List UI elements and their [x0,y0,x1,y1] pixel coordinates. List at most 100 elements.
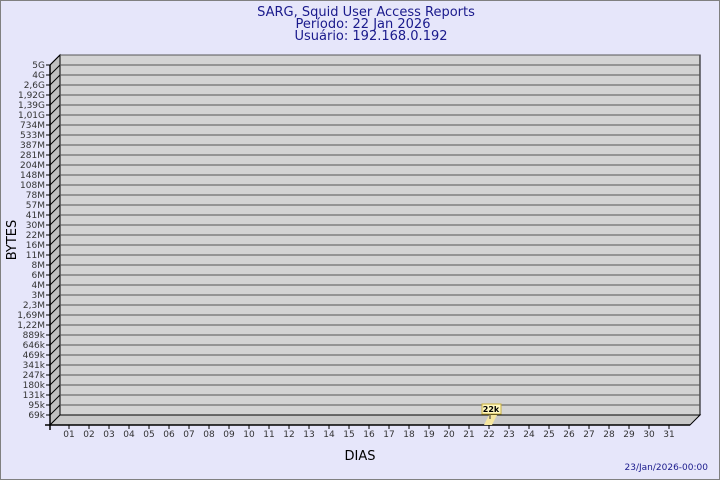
grid-side-line [49,124,61,136]
grid-side-line [49,134,61,146]
y-tick-label: 2,3M [23,301,45,311]
y-tick-label: 2,6G [24,81,45,91]
x-tick-label: 10 [243,430,255,440]
x-tick-label: 12 [283,430,294,440]
grid-side-line [49,384,61,396]
y-tick-label: 57M [26,201,45,211]
y-tick-label: 69k [28,411,45,421]
y-tick-label: 247k [23,371,46,381]
grid-side-line [49,54,61,66]
grid-side-line [49,104,61,116]
y-tick-label: 1,39G [18,101,45,111]
y-tick-label: 78M [26,191,45,201]
x-tick-label: 29 [623,430,635,440]
x-tick-label: 22 [483,430,494,440]
x-axis-label: DIAS [345,449,376,464]
grid-side-line [49,144,61,156]
y-tick-label: 646k [23,341,46,351]
user-label: Usuário: 192.168.0.192 [294,29,447,44]
grid-side-line [49,234,61,246]
x-tick-label: 31 [663,430,674,440]
x-tick-label: 02 [83,430,94,440]
grid-side-line [49,334,61,346]
chart-title: SARG, Squid User Access Reports [257,5,475,20]
x-tick-label: 09 [223,430,235,440]
grid-side-line [49,254,61,266]
y-tick-label: 1,69M [17,311,45,321]
y-axis-label: BYTES [5,220,20,261]
x-tick-label: 11 [263,430,274,440]
y-tick-label: 6M [32,271,46,281]
y-tick-label: 4M [32,281,46,291]
grid-side-line [49,74,61,86]
x-tick-label: 08 [203,430,215,440]
x-tick-label: 06 [163,430,175,440]
y-tick-label: 1,22M [17,321,45,331]
grid-side-line [49,214,61,226]
x-tick-label: 05 [143,430,154,440]
grid-side-line [49,394,61,406]
y-tick-label: 533M [20,131,45,141]
grid-side-line [49,314,61,326]
y-tick-label: 148M [20,171,45,181]
y-tick-label: 1,01G [18,111,45,121]
y-tick-label: 16M [26,241,45,251]
y-tick-label: 3M [32,291,46,301]
grid-side-line [49,354,61,366]
x-tick-label: 20 [443,430,455,440]
x-tick-label: 24 [523,430,535,440]
y-tick-label: 5G [32,61,45,71]
y-tick-label: 180k [23,381,46,391]
x-tick-label: 28 [603,430,615,440]
y-tick-label: 22M [26,231,45,241]
x-tick-label: 25 [543,430,554,440]
x-tick-label: 15 [343,430,354,440]
y-tick-label: 11M [26,251,45,261]
x-tick-label: 03 [103,430,114,440]
grid-side-line [49,404,61,416]
grid-side-line [49,244,61,256]
y-tick-label: 889k [23,331,46,341]
grid-side-line [49,194,61,206]
y-tick-label: 387M [20,141,45,151]
data-label-box [481,403,502,415]
y-tick-label: 204M [20,161,45,171]
grid-side-line [49,174,61,186]
grid-side-line [49,294,61,306]
bar-day-22 [484,415,497,425]
grid-side-line [49,344,61,356]
x-tick-label: 19 [423,430,435,440]
x-tick-label: 07 [183,430,194,440]
grid-side-line [49,324,61,336]
x-tick-label: 26 [563,430,575,440]
x-tick-label: 18 [403,430,415,440]
y-tick-label: 95k [28,401,45,411]
x-tick-label: 27 [583,430,594,440]
x-tick-label: 16 [363,430,375,440]
grid-side-line [49,274,61,286]
data-label: 22k [483,405,500,414]
x-tick-label: 21 [463,430,474,440]
y-tick-label: 734M [20,121,45,131]
grid-side-line [49,64,61,76]
grid-side-line [49,284,61,296]
y-tick-label: 281M [20,151,45,161]
grid-side-line [49,114,61,126]
timestamp: 23/Jan/2026-00:00 [625,463,709,473]
grid-side-line [49,154,61,166]
grid-side-line [49,94,61,106]
grid-side-line [49,84,61,96]
x-tick-label: 04 [123,430,135,440]
grid-side-line [49,304,61,316]
y-tick-label: 108M [20,181,45,191]
x-tick-label: 17 [383,430,394,440]
x-tick-label: 13 [303,430,314,440]
period-label: Período: 22 Jan 2026 [296,17,431,32]
plot-floor [48,414,702,426]
x-tick-label: 30 [643,430,655,440]
grid-side-line [49,164,61,176]
grid-side-line [49,374,61,386]
y-tick-label: 30M [26,221,45,231]
y-tick-label: 131k [23,391,46,401]
